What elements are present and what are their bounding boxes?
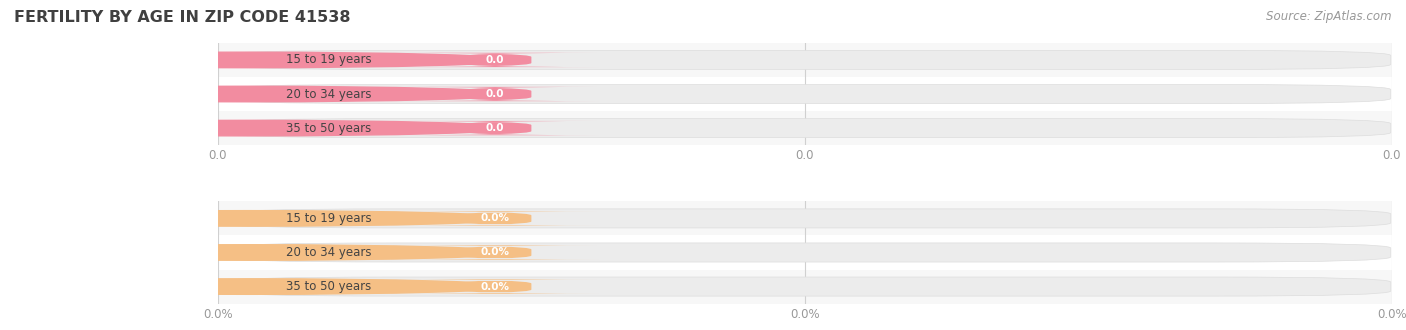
Text: 20 to 34 years: 20 to 34 years	[285, 87, 371, 101]
FancyBboxPatch shape	[391, 53, 599, 67]
Bar	[218, 270, 1392, 304]
FancyBboxPatch shape	[391, 121, 599, 135]
Text: 20 to 34 years: 20 to 34 years	[285, 246, 371, 259]
Bar	[218, 201, 1392, 235]
FancyBboxPatch shape	[219, 209, 1391, 228]
Circle shape	[0, 120, 515, 136]
Bar	[218, 235, 1392, 270]
FancyBboxPatch shape	[391, 280, 599, 294]
Text: 15 to 19 years: 15 to 19 years	[285, 212, 371, 225]
Text: Source: ZipAtlas.com: Source: ZipAtlas.com	[1267, 10, 1392, 23]
Text: 15 to 19 years: 15 to 19 years	[285, 53, 371, 66]
Bar	[218, 111, 1392, 145]
FancyBboxPatch shape	[219, 277, 1391, 296]
Text: 0.0: 0.0	[485, 55, 505, 65]
Circle shape	[0, 52, 515, 68]
Text: 0.0: 0.0	[485, 123, 505, 133]
Bar	[218, 43, 1392, 77]
Bar	[218, 77, 1392, 111]
Circle shape	[0, 86, 515, 102]
FancyBboxPatch shape	[219, 118, 1391, 138]
FancyBboxPatch shape	[391, 211, 599, 226]
Circle shape	[0, 245, 515, 260]
Text: FERTILITY BY AGE IN ZIP CODE 41538: FERTILITY BY AGE IN ZIP CODE 41538	[14, 10, 350, 25]
Text: 0.0%: 0.0%	[481, 281, 509, 292]
Text: 35 to 50 years: 35 to 50 years	[285, 280, 371, 293]
FancyBboxPatch shape	[391, 245, 599, 260]
FancyBboxPatch shape	[219, 50, 1391, 70]
FancyBboxPatch shape	[391, 87, 599, 101]
Text: 0.0%: 0.0%	[481, 214, 509, 223]
FancyBboxPatch shape	[219, 243, 1391, 262]
Text: 0.0: 0.0	[485, 89, 505, 99]
Circle shape	[0, 279, 515, 294]
FancyBboxPatch shape	[219, 84, 1391, 104]
Circle shape	[0, 211, 515, 226]
Text: 35 to 50 years: 35 to 50 years	[285, 121, 371, 135]
Text: 0.0%: 0.0%	[481, 248, 509, 257]
